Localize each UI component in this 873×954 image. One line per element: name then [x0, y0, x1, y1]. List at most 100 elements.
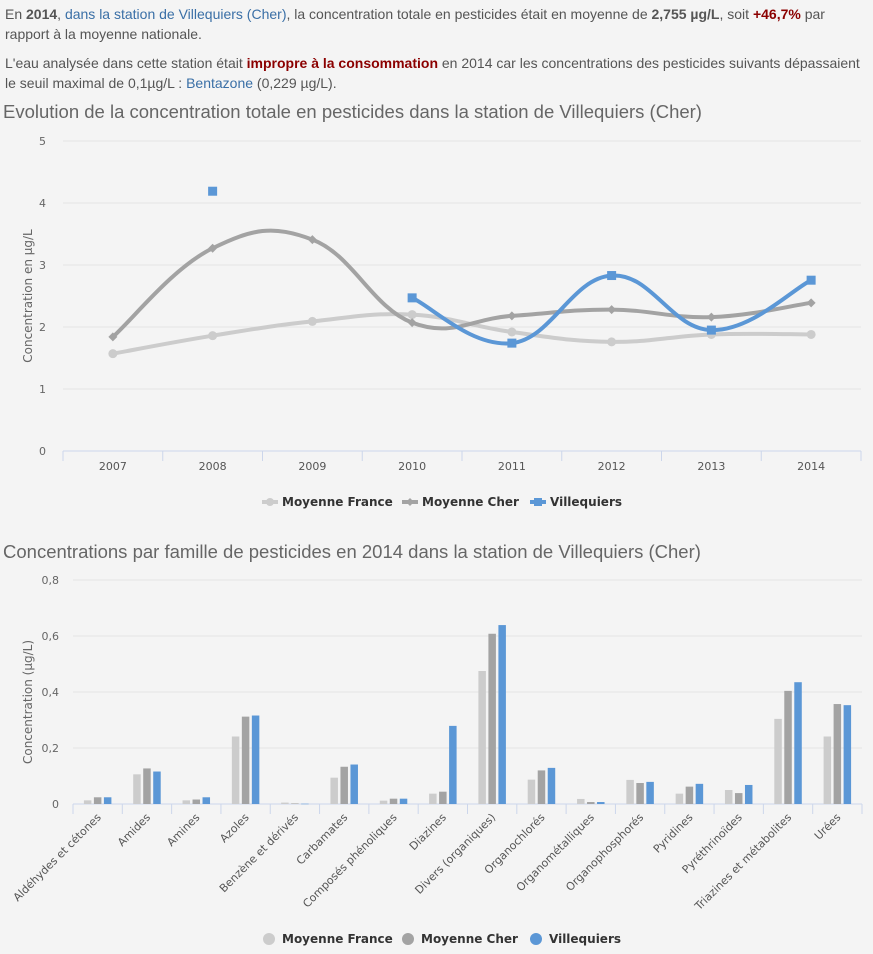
x-tick-label: 2012 [598, 460, 626, 473]
data-point [706, 325, 716, 335]
bar [774, 718, 782, 804]
x-tick-label: Diazines [407, 811, 449, 853]
text: , soit [719, 6, 753, 22]
bar [449, 725, 457, 804]
legend-marker [266, 498, 274, 506]
data-point [607, 271, 617, 281]
bar-chart: 0 0,2 0,4 0,6 0,8 Concentration (µg/L) Aldéhyd… [11, 574, 863, 946]
bar [488, 633, 496, 804]
legend-item[interactable]: Villequiers [530, 495, 622, 509]
bar [695, 783, 704, 804]
data-point [307, 235, 317, 245]
year-value: 2014 [26, 6, 58, 22]
data-point [208, 243, 218, 253]
series-line [110, 228, 814, 339]
bar [794, 682, 802, 804]
x-tick-label: Azoles [217, 811, 252, 846]
legend-item[interactable]: Moyenne France [262, 495, 393, 509]
station-link[interactable]: dans la station de Villequiers (Cher) [64, 6, 287, 22]
data-point [706, 312, 716, 322]
series-moyenne-france [108, 310, 816, 359]
y-tick-label: 1 [39, 383, 46, 396]
average-concentration: 2,755 µg/L [651, 6, 720, 22]
bar [330, 777, 338, 804]
x-tick-label: 2009 [298, 460, 326, 473]
series-line [110, 312, 814, 356]
bar [724, 790, 733, 804]
data-point [607, 305, 617, 315]
legend-item[interactable]: Villequiers [530, 932, 621, 946]
data-point [507, 338, 517, 348]
data-point [307, 316, 317, 326]
bar [685, 786, 694, 804]
bar [182, 800, 191, 804]
y-tick-label: 0 [52, 798, 59, 811]
series-villequiers [103, 625, 852, 805]
bar [231, 736, 240, 804]
y-tick-label: 0 [39, 445, 46, 458]
percent-difference: +46,7% [752, 6, 801, 22]
y-tick-label: 0,2 [42, 742, 60, 755]
verdict: impropre à la consommation [246, 55, 438, 71]
legend-label: Villequiers [549, 932, 621, 946]
x-tick-label: 2014 [797, 460, 825, 473]
bar-chart-title: Concentrations par famille de pesticides… [3, 541, 701, 562]
bar [734, 793, 743, 804]
y-axis-label: Concentration (µg/L) [21, 640, 35, 764]
bar [527, 779, 536, 804]
y-tick-label: 0,4 [42, 686, 60, 699]
series-moyenne-cher [108, 228, 816, 342]
x-tick-label: 2008 [199, 460, 227, 473]
y-axis-label: Concentration en µg/L [21, 229, 35, 363]
line-chart: 0 1 2 3 4 5 2007 2008 2009 2010 2011 2012 2013 2014 Co… [21, 135, 862, 509]
y-tick-label: 4 [39, 197, 46, 210]
bar [537, 770, 546, 804]
bar [350, 764, 358, 804]
legend-item[interactable]: Moyenne Cher [402, 495, 519, 509]
bar [399, 798, 408, 804]
data-point [806, 298, 816, 308]
x-tick-label: Amides [115, 811, 153, 849]
x-tick-label: Pyridines [651, 811, 696, 856]
bar [202, 797, 211, 804]
pesticide-link[interactable]: Bentazone [186, 75, 254, 91]
legend-marker [263, 933, 275, 945]
bar [241, 716, 250, 804]
x-tick-label: Triazines et métabolites [692, 811, 795, 914]
bar [291, 803, 299, 804]
legend-item[interactable]: Moyenne Cher [402, 932, 518, 946]
data-point [806, 329, 816, 339]
legend-item[interactable]: Moyenne France [263, 932, 393, 946]
series-villequiers [208, 186, 816, 348]
legend-marker [530, 933, 542, 945]
bar [646, 781, 654, 804]
data-point [806, 275, 816, 285]
x-tick-label: Aldéhydes et cétones [11, 811, 104, 904]
text: en 2014 car les concentrations des pesti… [5, 55, 860, 91]
legend-marker [534, 498, 542, 506]
x-tick-label: 2013 [697, 460, 725, 473]
x-tick-label: 2010 [398, 460, 426, 473]
quality-paragraph: L'eau analysée dans cette station était … [5, 53, 867, 93]
data-point [407, 318, 417, 328]
bar [498, 625, 506, 804]
data-point [507, 311, 517, 321]
text: L'eau analysée dans cette station était [5, 55, 247, 71]
bar [83, 800, 92, 804]
legend-marker [406, 498, 414, 506]
data-point [507, 327, 517, 337]
y-tick-label: 3 [39, 259, 46, 272]
legend-label: Moyenne Cher [422, 495, 519, 509]
text: (0,229 µg/L). [253, 75, 337, 91]
bar [153, 771, 161, 804]
data-point [108, 349, 118, 359]
bar [636, 783, 644, 804]
summary-paragraph: En 2014, dans la station de Villequiers … [5, 4, 867, 44]
x-tick-label: 2007 [99, 460, 127, 473]
bar [577, 798, 585, 804]
legend-marker [402, 933, 414, 945]
x-tick-label: Divers (organiques) [412, 811, 498, 897]
x-tick-label: Urées [812, 811, 844, 843]
bar [93, 797, 102, 804]
bar [784, 690, 792, 804]
